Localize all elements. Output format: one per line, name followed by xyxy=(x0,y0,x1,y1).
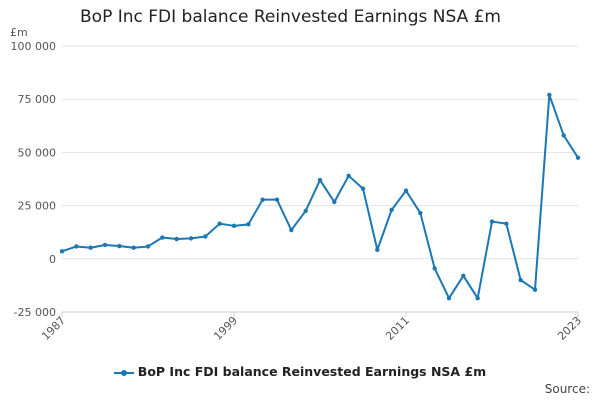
data-point[interactable] xyxy=(231,223,237,229)
x-axis: 1987 1999 2011 2023 xyxy=(39,311,584,343)
data-point[interactable] xyxy=(375,247,380,253)
data-point[interactable] xyxy=(59,249,65,254)
data-point[interactable] xyxy=(461,273,466,279)
data-point[interactable] xyxy=(217,221,222,226)
data-point[interactable] xyxy=(74,244,79,249)
series-line xyxy=(61,93,579,300)
x-tick-label: 1999 xyxy=(211,314,240,343)
legend[interactable]: BoP Inc FDI balance Reinvested Earnings … xyxy=(0,364,600,379)
data-point[interactable] xyxy=(504,221,509,226)
data-point[interactable] xyxy=(475,295,480,301)
data-point[interactable] xyxy=(360,186,366,191)
y-axis-ticks: 100 000 75 000 50 000 25 000 0 -25 000 xyxy=(11,40,57,319)
data-point[interactable] xyxy=(174,236,179,242)
data-point[interactable] xyxy=(489,219,495,224)
data-point[interactable] xyxy=(418,210,423,216)
data-point[interactable] xyxy=(188,236,194,241)
y-tick-label: 50 000 xyxy=(18,146,57,159)
data-point[interactable] xyxy=(145,244,151,249)
x-tick-label: 2023 xyxy=(555,314,584,343)
data-point[interactable] xyxy=(518,277,523,283)
data-point[interactable] xyxy=(303,208,308,214)
data-point[interactable] xyxy=(547,92,552,98)
series-layer xyxy=(59,92,581,301)
chart-title: BoP Inc FDI balance Reinvested Earnings … xyxy=(80,7,501,27)
data-point[interactable] xyxy=(332,199,337,205)
data-point[interactable] xyxy=(260,197,265,202)
source-label: Source: xyxy=(544,382,590,396)
data-point[interactable] xyxy=(317,177,323,183)
y-tick-label: 100 000 xyxy=(11,40,57,53)
data-point[interactable] xyxy=(289,227,294,233)
data-point[interactable] xyxy=(246,222,251,227)
data-point[interactable] xyxy=(160,235,165,240)
data-point[interactable] xyxy=(346,173,351,179)
data-point[interactable] xyxy=(403,188,409,193)
y-tick-label: -25 000 xyxy=(14,306,56,319)
data-point[interactable] xyxy=(389,207,394,213)
legend-line-dot-icon xyxy=(113,368,134,378)
data-point[interactable] xyxy=(532,287,538,292)
data-point[interactable] xyxy=(274,197,280,202)
y-tick-label: 0 xyxy=(49,253,56,266)
data-point[interactable] xyxy=(432,266,437,271)
x-tick-label: 2011 xyxy=(383,314,412,343)
data-point[interactable] xyxy=(561,133,566,138)
legend-label: BoP Inc FDI balance Reinvested Earnings … xyxy=(137,364,487,379)
y-tick-label: 75 000 xyxy=(18,93,57,106)
data-point[interactable] xyxy=(446,295,452,301)
data-point[interactable] xyxy=(575,155,581,160)
data-point[interactable] xyxy=(203,234,208,239)
data-point[interactable] xyxy=(102,242,108,248)
data-point[interactable] xyxy=(117,243,122,249)
y-tick-label: 25 000 xyxy=(18,200,57,213)
data-point[interactable] xyxy=(131,245,136,250)
data-point[interactable] xyxy=(88,245,93,250)
y-axis-unit-label: £m xyxy=(10,26,28,39)
